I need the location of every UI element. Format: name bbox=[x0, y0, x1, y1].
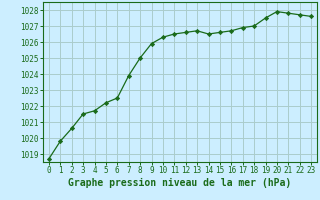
X-axis label: Graphe pression niveau de la mer (hPa): Graphe pression niveau de la mer (hPa) bbox=[68, 178, 292, 188]
